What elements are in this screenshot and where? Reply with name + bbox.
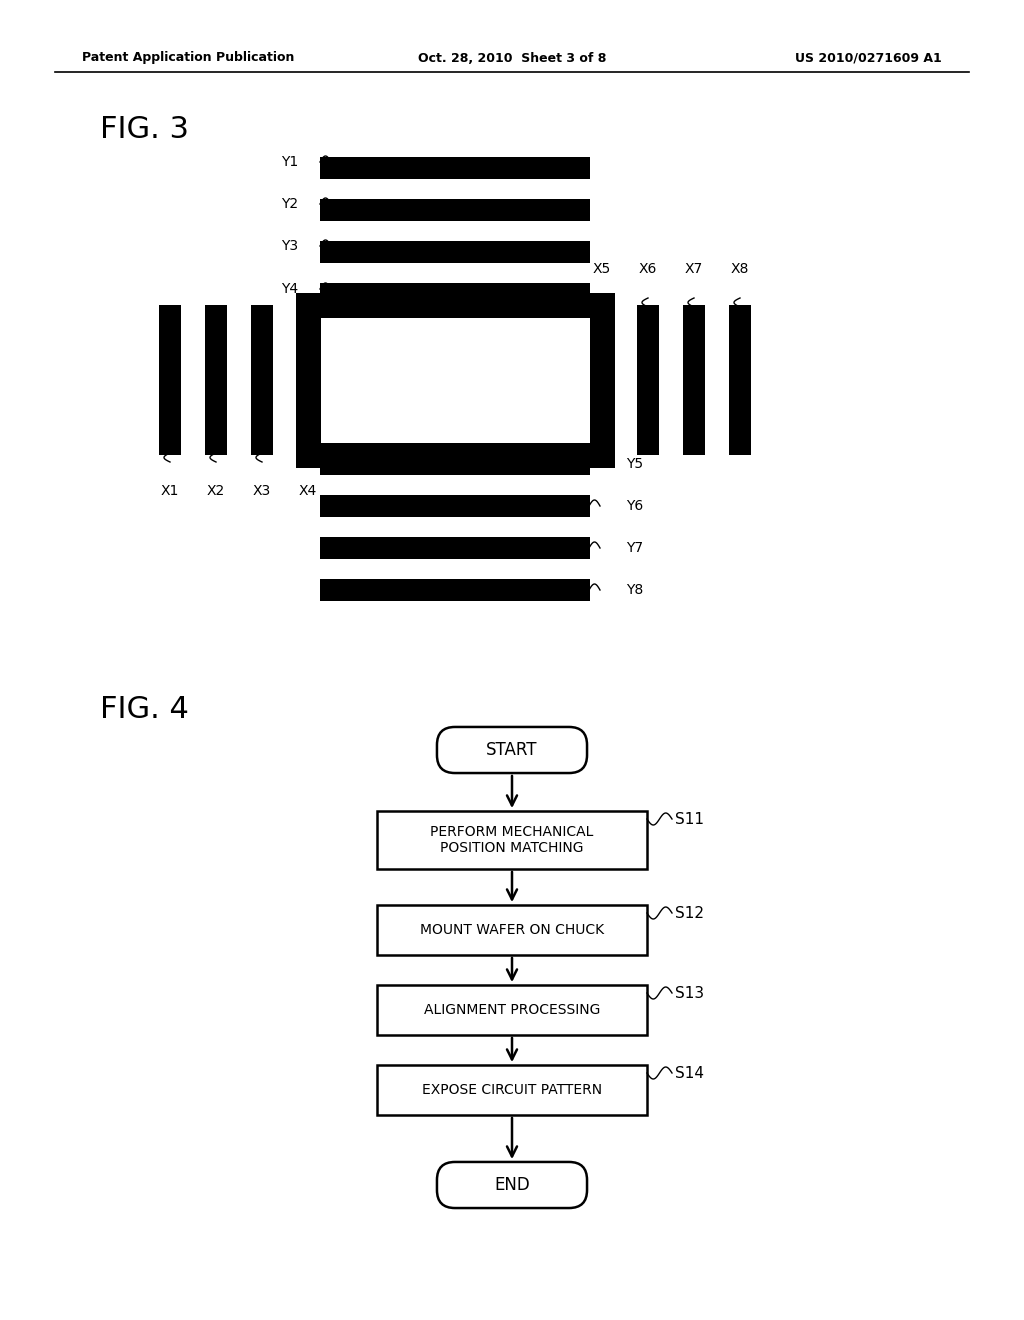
FancyBboxPatch shape bbox=[437, 1162, 587, 1208]
Bar bbox=[319, 579, 590, 601]
Bar bbox=[319, 282, 590, 305]
Text: END: END bbox=[495, 1176, 529, 1195]
Bar bbox=[319, 242, 590, 263]
Bar bbox=[205, 305, 227, 455]
Text: X3: X3 bbox=[253, 484, 271, 498]
Text: Y6: Y6 bbox=[626, 499, 643, 513]
Text: X2: X2 bbox=[207, 484, 225, 498]
Bar bbox=[297, 305, 319, 455]
Text: PERFORM MECHANICAL
POSITION MATCHING: PERFORM MECHANICAL POSITION MATCHING bbox=[430, 825, 594, 855]
Bar bbox=[377, 906, 647, 954]
Text: X5: X5 bbox=[593, 261, 611, 276]
Text: START: START bbox=[486, 741, 538, 759]
Text: MOUNT WAFER ON CHUCK: MOUNT WAFER ON CHUCK bbox=[420, 923, 604, 937]
Text: S11: S11 bbox=[675, 812, 705, 826]
Bar bbox=[637, 305, 659, 455]
Text: X1: X1 bbox=[161, 484, 179, 498]
Bar bbox=[319, 537, 590, 558]
Text: Y1: Y1 bbox=[281, 154, 298, 169]
Bar bbox=[319, 157, 590, 180]
Text: Y5: Y5 bbox=[626, 457, 643, 471]
Bar bbox=[308, 305, 602, 455]
Text: Y2: Y2 bbox=[281, 197, 298, 211]
Bar bbox=[319, 453, 590, 475]
Bar bbox=[377, 1065, 647, 1115]
Bar bbox=[319, 495, 590, 517]
Bar bbox=[377, 810, 647, 869]
Text: Oct. 28, 2010  Sheet 3 of 8: Oct. 28, 2010 Sheet 3 of 8 bbox=[418, 51, 606, 65]
Bar bbox=[683, 305, 705, 455]
Text: Y8: Y8 bbox=[626, 583, 643, 597]
Text: S14: S14 bbox=[675, 1065, 705, 1081]
Text: FIG. 4: FIG. 4 bbox=[100, 696, 188, 725]
Text: S13: S13 bbox=[675, 986, 705, 1001]
Bar bbox=[377, 985, 647, 1035]
Bar bbox=[729, 305, 751, 455]
Bar bbox=[591, 305, 613, 455]
Text: Y7: Y7 bbox=[626, 541, 643, 554]
Bar bbox=[159, 305, 181, 455]
Text: ALIGNMENT PROCESSING: ALIGNMENT PROCESSING bbox=[424, 1003, 600, 1016]
Text: Patent Application Publication: Patent Application Publication bbox=[82, 51, 294, 65]
Text: S12: S12 bbox=[675, 906, 705, 920]
FancyBboxPatch shape bbox=[437, 727, 587, 774]
Text: FIG. 3: FIG. 3 bbox=[100, 116, 189, 144]
Bar bbox=[319, 199, 590, 220]
Text: Y4: Y4 bbox=[281, 282, 298, 296]
Text: X7: X7 bbox=[685, 261, 703, 276]
Text: X6: X6 bbox=[639, 261, 657, 276]
Text: Y3: Y3 bbox=[281, 239, 298, 253]
Text: US 2010/0271609 A1: US 2010/0271609 A1 bbox=[796, 51, 942, 65]
Text: X4: X4 bbox=[299, 484, 317, 498]
Text: EXPOSE CIRCUIT PATTERN: EXPOSE CIRCUIT PATTERN bbox=[422, 1082, 602, 1097]
Text: X8: X8 bbox=[731, 261, 750, 276]
Bar bbox=[251, 305, 273, 455]
